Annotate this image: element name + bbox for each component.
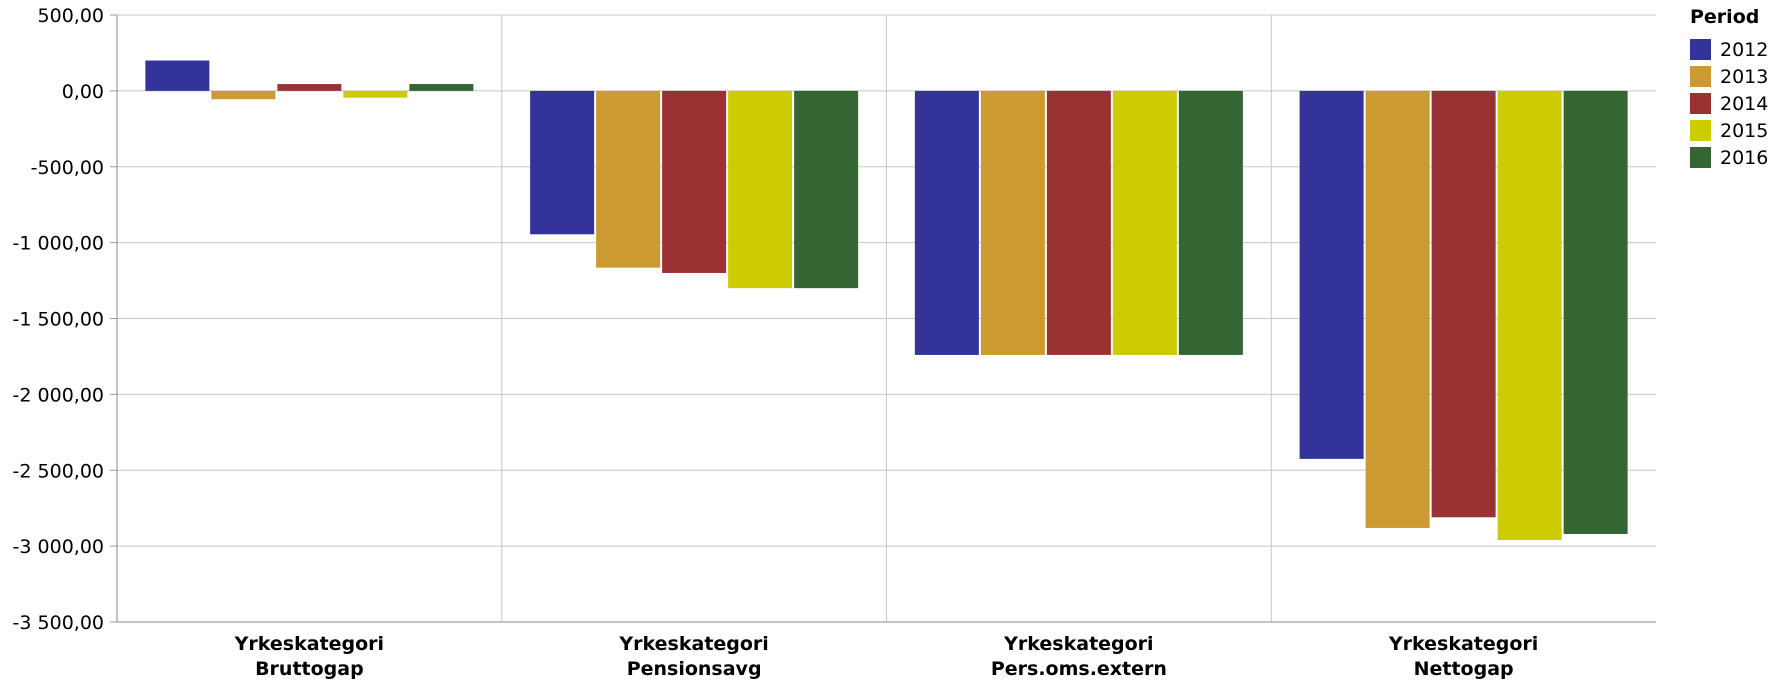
legend-label: 2012 bbox=[1720, 38, 1769, 61]
bar-2016-2 bbox=[1178, 90, 1243, 355]
legend-swatch bbox=[1690, 66, 1711, 87]
bar-2015-2 bbox=[1112, 90, 1177, 355]
bar-2016-0 bbox=[409, 84, 474, 91]
category-label-line1: Yrkeskategori bbox=[1388, 633, 1538, 655]
bar-2013-1 bbox=[596, 90, 661, 268]
legend-item: 2015 bbox=[1690, 117, 1768, 144]
legend-swatch bbox=[1690, 39, 1711, 60]
bar-2013-3 bbox=[1365, 90, 1430, 528]
legend-item: 2013 bbox=[1690, 63, 1768, 90]
bar-2014-1 bbox=[662, 90, 727, 273]
bar-2013-0 bbox=[211, 90, 276, 100]
bar-2015-1 bbox=[728, 90, 793, 289]
bar-2016-1 bbox=[794, 90, 859, 289]
y-tick-label: -2 000,00 bbox=[13, 384, 104, 406]
bar-2012-3 bbox=[1299, 90, 1364, 459]
legend-item: 2014 bbox=[1690, 90, 1768, 117]
bar-2016-3 bbox=[1563, 90, 1628, 534]
y-tick-label: -3 000,00 bbox=[13, 536, 104, 558]
category-label-line2: Bruttogap bbox=[255, 658, 364, 680]
legend-swatch bbox=[1690, 147, 1711, 168]
category-label-line2: Pers.oms.extern bbox=[991, 658, 1167, 680]
bars bbox=[145, 60, 1628, 541]
bar-2012-0 bbox=[145, 60, 210, 91]
y-tick-label: -1 000,00 bbox=[13, 233, 104, 255]
y-tick-label: 0,00 bbox=[62, 81, 104, 103]
legend: Period 2012 2013 2014 2015 2016 bbox=[1690, 6, 1768, 171]
category-label-line1: Yrkeskategori bbox=[618, 633, 768, 655]
legend-item: 2012 bbox=[1690, 36, 1768, 63]
bar-2013-2 bbox=[980, 90, 1045, 355]
legend-items: 2012 2013 2014 2015 2016 bbox=[1690, 36, 1768, 171]
legend-label: 2016 bbox=[1720, 146, 1769, 169]
legend-label: 2015 bbox=[1720, 119, 1769, 142]
category-label-line1: Yrkeskategori bbox=[234, 633, 384, 655]
y-tick-label: -1 500,00 bbox=[13, 309, 104, 331]
legend-title: Period bbox=[1690, 6, 1760, 28]
category-label-line1: Yrkeskategori bbox=[1003, 633, 1153, 655]
bar-2015-0 bbox=[343, 90, 408, 98]
bar-2015-3 bbox=[1497, 90, 1562, 541]
legend-swatch bbox=[1690, 93, 1711, 114]
bar-2014-2 bbox=[1046, 90, 1111, 355]
legend-swatch bbox=[1690, 120, 1711, 141]
bar-2014-0 bbox=[277, 84, 342, 91]
category-label-line2: Nettogap bbox=[1414, 658, 1514, 680]
y-tick-label: -2 500,00 bbox=[13, 460, 104, 482]
bar-2012-2 bbox=[914, 90, 979, 355]
bar-2014-3 bbox=[1431, 90, 1496, 518]
bar-2012-1 bbox=[530, 90, 595, 235]
legend-item: 2016 bbox=[1690, 144, 1768, 171]
axes bbox=[116, 15, 1656, 623]
x-axis-labels: Yrkeskategori Bruttogap Yrkeskategori Pensi… bbox=[234, 633, 1539, 680]
y-axis-ticks: 500,00 0,00 -500,00 -1 000,00 -1 500,00 -2 00… bbox=[13, 5, 104, 634]
y-tick-label: -500,00 bbox=[31, 157, 104, 179]
legend-label: 2013 bbox=[1720, 65, 1769, 88]
legend-label: 2014 bbox=[1720, 92, 1769, 115]
y-tick-label: -3 500,00 bbox=[13, 612, 104, 634]
y-tick-label: 500,00 bbox=[38, 5, 104, 27]
category-label-line2: Pensionsavg bbox=[627, 658, 762, 680]
